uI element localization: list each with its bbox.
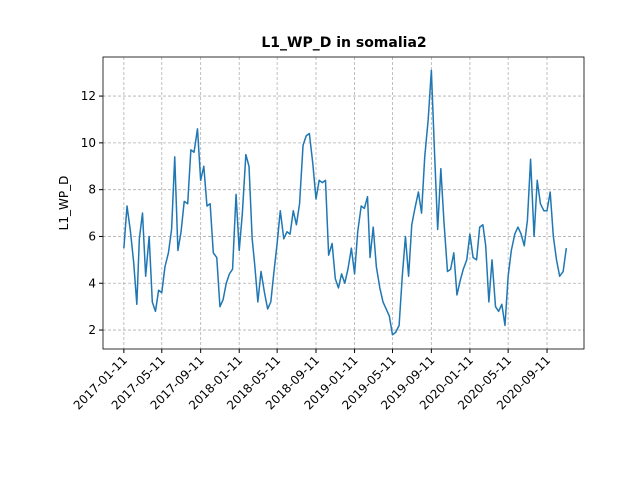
chart-title: L1_WP_D in somalia2: [261, 35, 426, 51]
y-axis-label: L1_WP_D: [57, 176, 71, 231]
y-tick-label: 2: [88, 323, 96, 337]
plot-frame: [102, 56, 585, 350]
y-tick-label: 4: [88, 276, 96, 290]
y-tick-label: 8: [88, 183, 96, 197]
y-tick-label: 10: [81, 136, 96, 150]
y-tick-label: 6: [88, 229, 96, 243]
y-tick-label: 12: [81, 89, 96, 103]
data-line: [123, 69, 568, 336]
